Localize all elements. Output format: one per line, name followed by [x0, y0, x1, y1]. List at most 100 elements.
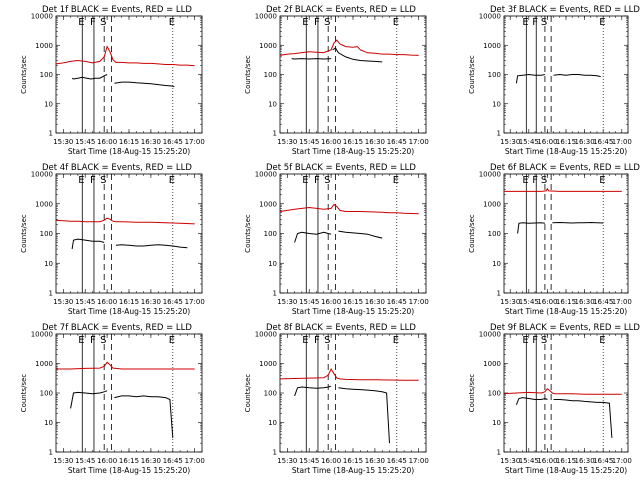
x-tick-label: 15:30 [277, 138, 297, 146]
y-tick-label: 10 [492, 260, 501, 268]
x-tick-label: 15:45 [75, 457, 95, 465]
y-axis-label: Counts/sec [468, 374, 476, 413]
event-marker-label: E [393, 335, 399, 346]
x-tick-label: 16:30 [141, 138, 161, 146]
panel-3: Det 3f BLACK = Events, RED = LLD 1 10 100 10… [468, 5, 640, 156]
x-tick-label: 15:30 [500, 138, 520, 146]
y-tick-label: 10 [44, 100, 53, 108]
y-tick-label: 1000 [259, 200, 277, 208]
x-tick-label: 16:15 [556, 457, 576, 465]
event-marker-label: E [522, 335, 528, 346]
x-tick-label: 16:45 [163, 457, 183, 465]
x-tick-label: 17:00 [409, 298, 429, 306]
y-tick-label: 10000 [255, 171, 277, 179]
plot-frame [279, 15, 427, 134]
event-marker-label: F [314, 175, 320, 186]
x-tick-label: 16:00 [321, 457, 341, 465]
y-tick-label: 1 [49, 130, 53, 138]
y-axis-label: Counts/sec [244, 214, 252, 253]
event-marker-label: F [314, 335, 320, 346]
y-tick-label: 100 [264, 71, 277, 79]
y-tick-label: 1000 [483, 360, 501, 368]
event-marker-label: F [90, 175, 96, 186]
x-axis-label: Start Time (18-Aug-15 15:25:20) [505, 147, 627, 156]
x-tick-label: 16:15 [343, 138, 363, 146]
lld-line [279, 39, 419, 56]
events-line [515, 397, 548, 405]
x-tick-label: 16:00 [321, 138, 341, 146]
x-tick-label: 16:15 [119, 138, 139, 146]
x-tick-label: 15:30 [53, 457, 73, 465]
y-axis-label: Counts/sec [468, 214, 476, 253]
plot-frame [55, 173, 203, 294]
x-tick-label: 16:00 [321, 298, 341, 306]
y-axis-label: Counts/sec [244, 374, 252, 413]
panel-title: Det 2f BLACK = Events, RED = LLD [266, 5, 416, 15]
y-tick-label: 10 [44, 419, 53, 427]
event-marker-label: E [599, 175, 605, 186]
y-axis-label: Counts/sec [20, 214, 28, 253]
events-line [70, 390, 108, 409]
events-line [552, 221, 604, 224]
x-tick-label: 15:30 [500, 457, 520, 465]
event-marker-label: S [100, 335, 106, 346]
events-line [517, 222, 545, 234]
x-tick-label: 15:30 [277, 457, 297, 465]
event-marker-label: F [90, 17, 96, 28]
events-line [553, 399, 613, 438]
x-tick-label: 16:00 [97, 138, 117, 146]
y-tick-label: 1 [273, 130, 277, 138]
event-marker-label: F [532, 17, 538, 28]
y-tick-label: 1 [497, 449, 501, 457]
event-marker-label: E [169, 175, 175, 186]
x-axis-label: Start Time (18-Aug-15 15:25:20) [292, 147, 414, 156]
lld-line [56, 361, 195, 370]
x-tick-label: 16:15 [119, 298, 139, 306]
x-tick-label: 16:45 [387, 457, 407, 465]
x-tick-label: 16:15 [556, 138, 576, 146]
event-marker-label: F [532, 175, 538, 186]
plot-frame [279, 173, 427, 294]
event-marker-label: S [324, 335, 330, 346]
x-tick-label: 16:30 [365, 138, 385, 146]
y-tick-label: 100 [488, 390, 501, 398]
y-tick-label: 1 [497, 130, 501, 138]
panel-title: Det 5f BLACK = Events, RED = LLD [266, 163, 416, 173]
x-axis-label: Start Time (18-Aug-15 15:25:20) [68, 307, 190, 316]
y-tick-label: 10000 [255, 331, 277, 339]
event-marker-label: S [541, 335, 547, 346]
plot-frame [279, 333, 427, 453]
x-axis-label: Start Time (18-Aug-15 15:25:20) [68, 466, 190, 475]
panel-8: Det 8f BLACK = Events, RED = LLD 1 10 100 10… [244, 323, 429, 475]
y-tick-label: 10000 [31, 13, 53, 21]
x-tick-label: 16:30 [575, 457, 595, 465]
panel-title: Det 9f BLACK = Events, RED = LLD [490, 323, 640, 333]
x-tick-label: 16:00 [537, 457, 557, 465]
panel-title: Det 8f BLACK = Events, RED = LLD [266, 323, 416, 333]
x-tick-label: 15:45 [519, 457, 539, 465]
panel-2: Det 2f BLACK = Events, RED = LLD 1 10 100 10… [244, 5, 429, 156]
y-tick-label: 1000 [483, 200, 501, 208]
lld-line [279, 367, 419, 381]
x-tick-label: 15:30 [500, 298, 520, 306]
x-tick-label: 17:00 [185, 457, 205, 465]
x-tick-label: 16:30 [575, 298, 595, 306]
x-tick-label: 17:00 [612, 457, 632, 465]
y-tick-label: 10 [492, 419, 501, 427]
x-tick-label: 16:30 [365, 457, 385, 465]
x-tick-label: 16:30 [575, 138, 595, 146]
events-line [71, 74, 108, 80]
y-axis-label: Counts/sec [468, 55, 476, 94]
event-marker-label: S [324, 17, 330, 28]
x-tick-label: 15:30 [53, 138, 73, 146]
x-tick-label: 16:45 [163, 138, 183, 146]
y-tick-label: 10 [44, 260, 53, 268]
panel-7: Det 7f BLACK = Events, RED = LLD 1 10 100 10… [20, 323, 205, 475]
lld-line [504, 187, 622, 192]
event-marker-label: E [169, 17, 175, 28]
panel-title: Det 4f BLACK = Events, RED = LLD [42, 163, 192, 173]
event-marker-label: E [78, 17, 84, 28]
panel-title: Det 6f BLACK = Events, RED = LLD [490, 163, 640, 173]
event-marker-label: E [302, 335, 308, 346]
events-line [338, 387, 390, 444]
